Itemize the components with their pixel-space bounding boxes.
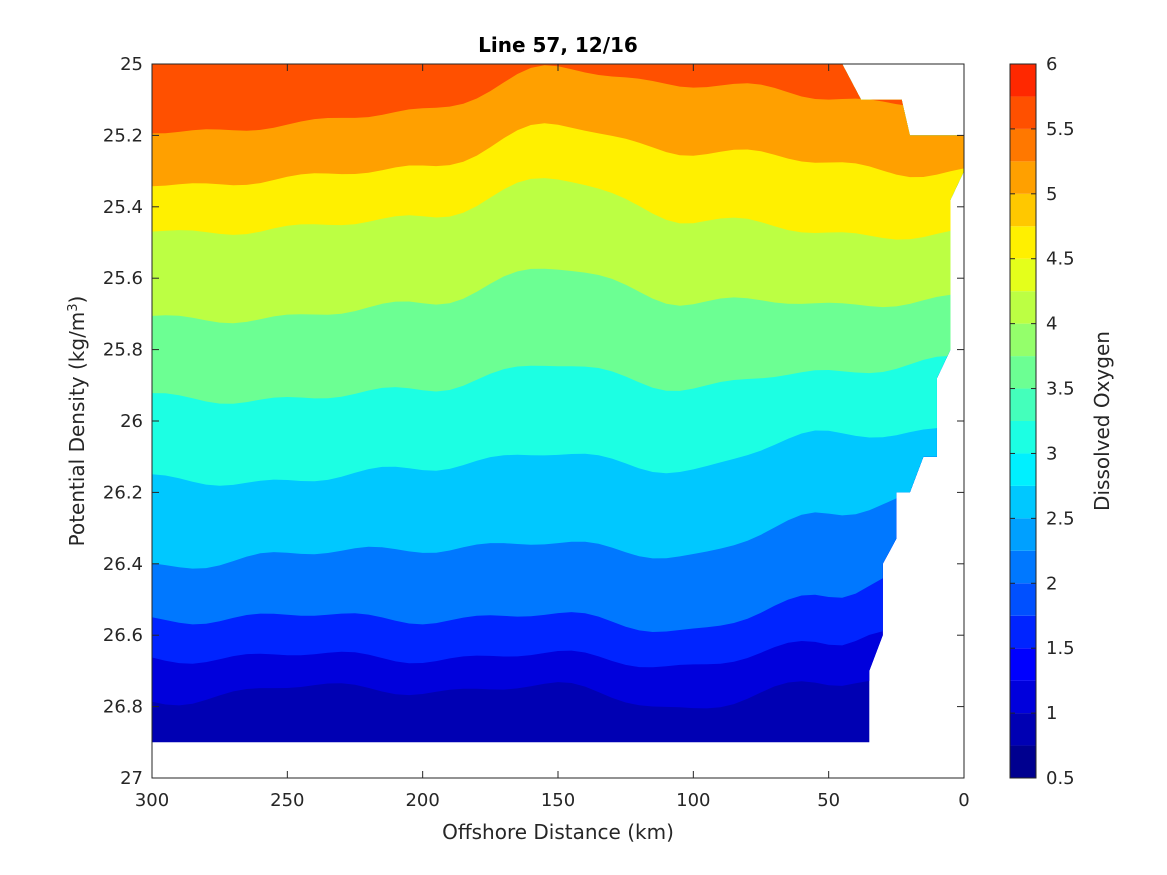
y-tick-label: 25.2 — [103, 125, 143, 146]
x-tick-label: 250 — [270, 790, 304, 811]
colorbar-segment — [1010, 583, 1036, 616]
colorbar-segment — [1010, 291, 1036, 324]
y-tick-label: 25.4 — [103, 197, 143, 218]
colorbar-segment — [1010, 64, 1036, 97]
x-tick-label: 50 — [817, 790, 840, 811]
colorbar-segment — [1010, 550, 1036, 584]
colorbar-segment — [1010, 356, 1036, 389]
colorbar-segment — [1010, 258, 1036, 292]
y-tick-label: 26.6 — [103, 625, 143, 646]
colorbar-segment — [1010, 713, 1036, 746]
x-tick-label: 100 — [676, 790, 710, 811]
y-tick-label: 26.8 — [103, 697, 143, 718]
y-tick-label: 27 — [120, 768, 143, 789]
contour-band — [152, 64, 964, 134]
x-tick-label: 300 — [135, 790, 169, 811]
colorbar-tick-label: 1 — [1046, 703, 1057, 724]
colorbar-segment — [1010, 745, 1036, 778]
colorbar-label: Dissolved Oxygen — [1090, 331, 1114, 511]
x-tick-label: 0 — [958, 790, 969, 811]
colorbar-segment — [1010, 388, 1036, 421]
x-tick-label: 200 — [405, 790, 439, 811]
colorbar-tick-label: 5.5 — [1046, 119, 1075, 140]
colorbar-tick-label: 6 — [1046, 54, 1057, 75]
colorbar-segment — [1010, 96, 1036, 129]
colorbar-segment — [1010, 226, 1036, 259]
y-axis-ticks: 25 25.2 25.4 25.6 25.8 26 26.2 26.4 26.6 26.8 27 — [103, 54, 964, 789]
colorbar-segment — [1010, 161, 1036, 194]
colorbar-tick-label: 0.5 — [1046, 768, 1075, 789]
colorbar-tick-label: 5 — [1046, 184, 1057, 205]
colorbar-tick-label: 2.5 — [1046, 508, 1075, 529]
colorbar-segment — [1010, 193, 1036, 227]
colorbar-segment — [1010, 485, 1036, 519]
colorbar-ticks: 0.5 1 1.5 2 2.5 3 3.5 4 4.5 5 5.5 6 — [1010, 54, 1075, 789]
chart-title: Line 57, 12/16 — [478, 33, 638, 57]
colorbar-segment — [1010, 323, 1036, 357]
contour-bands — [152, 64, 964, 743]
colorbar-box — [1009, 63, 1037, 779]
colorbar-tick-label: 3 — [1046, 443, 1057, 464]
y-tick-label: 26 — [120, 411, 143, 432]
y-tick-label: 26.2 — [103, 482, 143, 503]
y-tick-label: 26.4 — [103, 554, 143, 575]
colorbar-tick-label: 1.5 — [1046, 638, 1075, 659]
colorbar-segment — [1010, 615, 1036, 649]
x-axis-ticks: 300 250 200 150 100 50 0 — [135, 64, 970, 811]
colorbar-tick-label: 4 — [1046, 314, 1057, 335]
colorbar-segment — [1010, 421, 1036, 454]
colorbar-tick-label: 4.5 — [1046, 249, 1075, 270]
colorbar-segment — [1010, 453, 1036, 486]
x-axis-label: Offshore Distance (km) — [442, 820, 674, 844]
colorbar-tick-label: 2 — [1046, 573, 1057, 594]
y-axis-label: Potential Density (kg/m3) — [65, 296, 89, 547]
colorbar-segment — [1010, 518, 1036, 551]
colorbar-tick-label: 3.5 — [1046, 379, 1075, 400]
colorbar-segment — [1010, 128, 1036, 162]
colorbar-segment — [1010, 680, 1036, 714]
y-tick-label: 25 — [120, 54, 143, 75]
y-tick-label: 25.8 — [103, 340, 143, 361]
y-tick-label: 25.6 — [103, 268, 143, 289]
x-tick-label: 150 — [541, 790, 575, 811]
colorbar — [1010, 64, 1036, 778]
colorbar-segment — [1010, 648, 1036, 681]
